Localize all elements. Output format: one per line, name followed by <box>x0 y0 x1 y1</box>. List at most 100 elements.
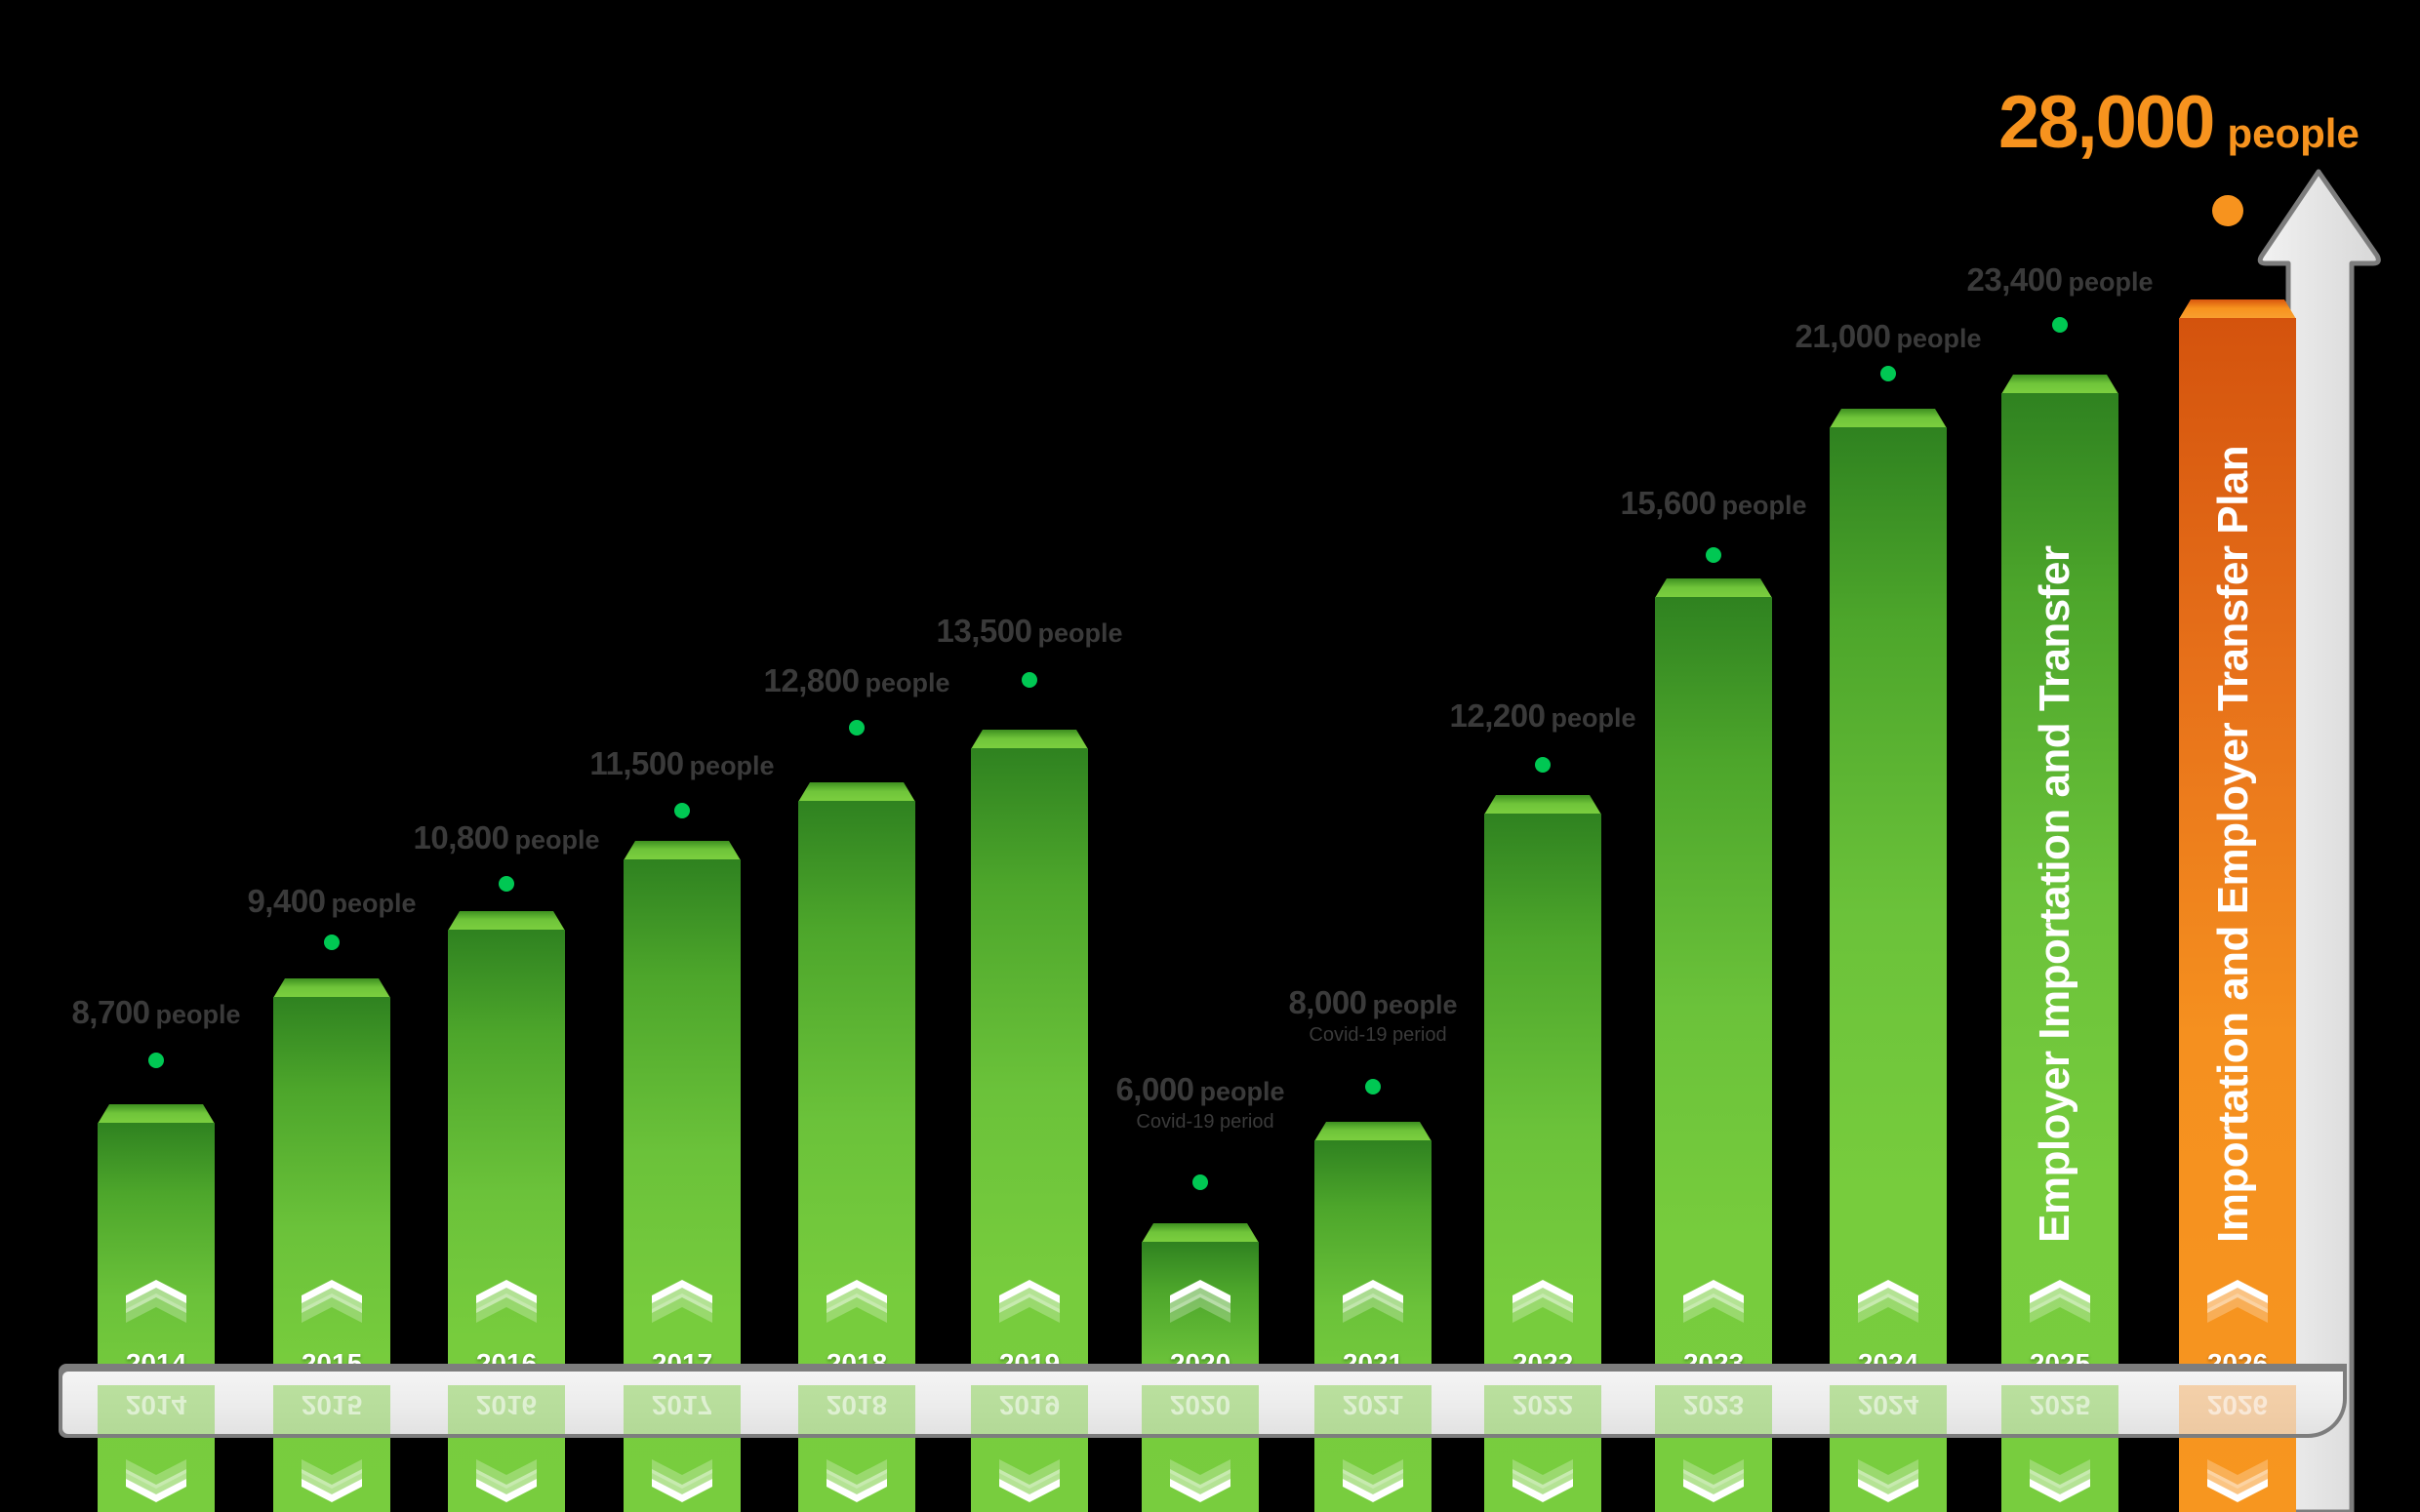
bar-cap <box>1484 795 1601 815</box>
year-label-reflection: 2022 <box>1512 1390 1574 1420</box>
chevron-down-icon <box>1170 1442 1230 1502</box>
value-number: 13,500 <box>936 613 1032 649</box>
year-label-reflection: 2021 <box>1342 1390 1404 1420</box>
value-unit: people <box>1037 618 1123 648</box>
bar-reflection <box>273 1385 390 1434</box>
series-label-current: Employer Importation and Transfer <box>2031 545 2078 1243</box>
chevron-up-icon <box>476 1280 537 1340</box>
data-point-dot <box>1880 366 1896 381</box>
value-unit: people <box>1721 491 1807 520</box>
chevron-up-icon <box>126 1280 186 1340</box>
bar-cap <box>624 841 741 860</box>
data-point-dot <box>2052 317 2068 333</box>
value-number: 10,800 <box>413 819 509 855</box>
chevron-down-icon <box>2207 1442 2268 1502</box>
chevron-down-icon <box>1683 1442 1744 1502</box>
value-unit: people <box>331 889 417 918</box>
bar-2014 <box>98 1104 215 1512</box>
bar-reflection <box>1142 1385 1259 1434</box>
chevron-up-icon <box>652 1280 712 1340</box>
value-label-2018: 12,800 people <box>764 664 950 696</box>
value-label-2019: 13,500 people <box>937 615 1123 647</box>
value-unit: people <box>1372 990 1458 1019</box>
year-label-reflection: 2017 <box>651 1390 713 1420</box>
year-label-reflection: 2015 <box>301 1390 363 1420</box>
value-unit: people <box>155 1000 241 1029</box>
value-label-2014: 8,700 people <box>71 996 240 1028</box>
chevron-down-icon <box>652 1442 712 1502</box>
year-label-reflection: 2024 <box>1857 1390 1919 1420</box>
bar-cap <box>448 911 565 931</box>
data-point-dot <box>1706 547 1721 563</box>
year-label-reflection: 2020 <box>1169 1390 1231 1420</box>
chevron-up-icon <box>827 1280 887 1340</box>
value-number: 11,500 <box>589 745 684 781</box>
bar-cap <box>1142 1223 1259 1243</box>
value-label-2021: 8,000 people <box>1288 986 1457 1018</box>
value-label-2024: 21,000 people <box>1795 320 1982 352</box>
chevron-up-icon <box>2207 1280 2268 1340</box>
bar-reflection <box>2001 1385 2118 1434</box>
chevron-down-icon <box>999 1442 1060 1502</box>
value-number: 12,200 <box>1449 697 1546 734</box>
chevron-up-icon <box>1858 1280 1918 1340</box>
bar-body <box>98 1123 215 1512</box>
value-unit: people <box>514 825 600 855</box>
bar-reflection <box>1655 1385 1772 1434</box>
value-unit: people <box>1199 1077 1285 1106</box>
data-point-dot <box>499 876 514 892</box>
bar-cap <box>2001 375 2118 394</box>
bar-reflection <box>1830 1385 1947 1434</box>
data-point-dot <box>1192 1174 1208 1190</box>
value-label-2016: 10,800 people <box>414 821 600 854</box>
bar-reflection <box>624 1385 741 1434</box>
value-unit: people <box>689 751 775 780</box>
bar-cap <box>273 978 390 998</box>
bar-cap <box>1655 578 1772 598</box>
value-label-2023: 15,600 people <box>1621 487 1807 519</box>
year-label-reflection: 2018 <box>826 1390 888 1420</box>
bar-2026 <box>2179 299 2296 1512</box>
chevron-down-icon <box>2030 1442 2090 1502</box>
bar-reflection <box>98 1385 215 1434</box>
value-unit: people <box>1551 703 1636 733</box>
chevron-down-icon <box>1858 1442 1918 1502</box>
bar-reflection <box>2179 1385 2296 1434</box>
bar-body <box>1655 597 1772 1512</box>
value-unit: people <box>1896 324 1982 353</box>
bar-body <box>1830 427 1947 1512</box>
year-label-reflection: 2025 <box>2029 1390 2091 1420</box>
value-number: 12,800 <box>763 662 860 698</box>
series-label-plan: Importation and Employer Transfer Plan <box>2209 445 2257 1243</box>
chevron-up-icon <box>1170 1280 1230 1340</box>
data-point-dot <box>324 935 340 950</box>
chevron-up-icon <box>1512 1280 1573 1340</box>
value-number: 15,600 <box>1620 485 1716 521</box>
bar-cap <box>98 1104 215 1124</box>
covid-note: Covid-19 period <box>1309 1024 1447 1046</box>
bar-reflection <box>971 1385 1088 1434</box>
value-number: 6,000 <box>1115 1071 1194 1107</box>
bar-2025 <box>2001 375 2118 1512</box>
bar-body <box>2179 318 2296 1512</box>
data-point-dot <box>1365 1079 1381 1094</box>
bar-reflection <box>1314 1385 1432 1434</box>
headline-value: 28,000 <box>1998 81 2215 164</box>
bar-body <box>1314 1140 1432 1512</box>
data-point-dot <box>148 1053 164 1068</box>
bar-cap <box>2179 299 2296 319</box>
value-label-2022: 12,200 people <box>1450 699 1636 732</box>
chevron-down-icon <box>302 1442 362 1502</box>
bar-cap <box>1830 409 1947 428</box>
value-number: 8,700 <box>71 994 150 1030</box>
bar-reflection <box>798 1385 915 1434</box>
data-point-dot <box>849 720 865 736</box>
covid-note: Covid-19 period <box>1136 1111 1274 1133</box>
chevron-down-icon <box>1512 1442 1573 1502</box>
bar-2024 <box>1830 409 1947 1512</box>
value-label-2017: 11,500 people <box>589 747 774 779</box>
chevron-up-icon <box>1683 1280 1744 1340</box>
year-label-reflection: 2026 <box>2206 1390 2269 1420</box>
bar-reflection <box>1484 1385 1601 1434</box>
